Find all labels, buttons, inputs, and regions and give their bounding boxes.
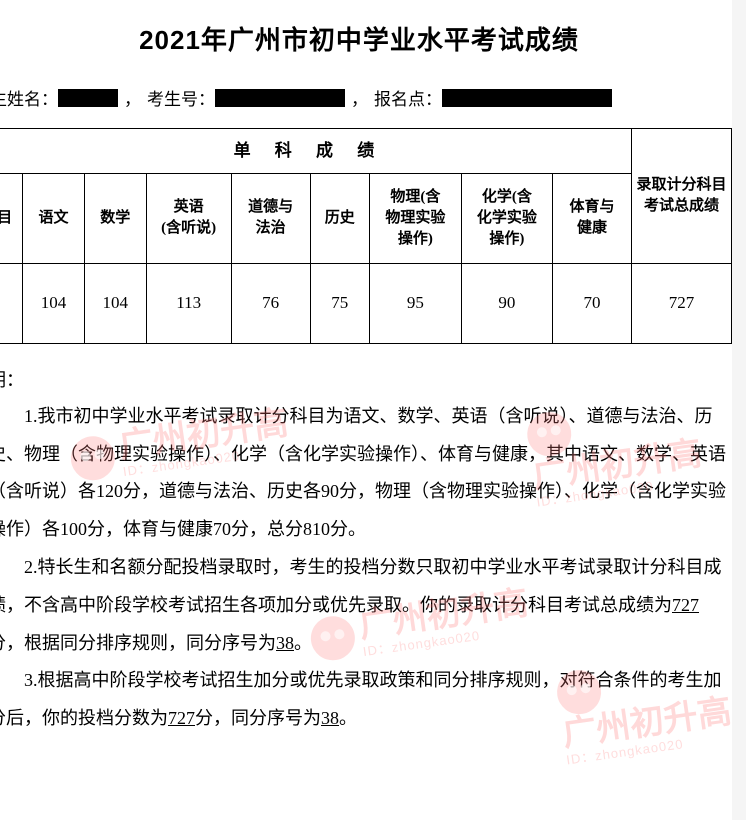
note-3-score: 727 xyxy=(168,708,195,728)
note-2-a: 2.特长生和名额分配投档录取时，考生的投档分数只取初中学业水平考试录取计分科目成… xyxy=(0,557,722,615)
table-row: 单 科 成 绩 录取计分科目考试总成绩 xyxy=(0,129,732,174)
subject-header-1: 语文 xyxy=(23,173,85,263)
score-table: 单 科 成 绩 录取计分科目考试总成绩 目语文数学英语(含听说)道德与法治历史物… xyxy=(0,128,732,344)
subject-score-6: 95 xyxy=(370,263,462,343)
name-label: 生姓名： xyxy=(0,85,58,110)
table-row: 1041041137675959070727 xyxy=(0,263,732,343)
subject-header-4: 道德与法治 xyxy=(231,173,310,263)
subject-score-0 xyxy=(0,263,23,343)
notes-block: 1.我市初中学业水平考试录取计分科目为语文、数学、英语（含听说）、道德与法治、历… xyxy=(0,398,732,738)
subject-score-1: 104 xyxy=(23,263,85,343)
note-3-b: 分，同分序号为 xyxy=(195,708,321,728)
note-3-rank: 38 xyxy=(321,708,339,728)
note-2-rank: 38 xyxy=(276,633,294,653)
subject-header-5: 历史 xyxy=(310,173,370,263)
notes-heading: 明： xyxy=(0,366,732,392)
note-2: 2.特长生和名额分配投档录取时，考生的投档分数只取初中学业水平考试录取计分科目成… xyxy=(0,549,726,662)
note-2-c: 。 xyxy=(294,633,312,653)
examno-label: 考生号： xyxy=(147,85,215,110)
subject-header-8: 体育与健康 xyxy=(553,173,632,263)
table-row: 目语文数学英语(含听说)道德与法治历史物理(含物理实验操作)化学(含化学实验操作… xyxy=(0,173,732,263)
site-redaction xyxy=(442,89,612,107)
note-3-a: 3.根据高中阶段学校考试招生加分或优先录取政策和同分排序规则，对符合条件的考生加… xyxy=(0,670,722,728)
subject-header-7: 化学(含化学实验操作) xyxy=(461,173,553,263)
subject-score-8: 70 xyxy=(553,263,632,343)
subject-score-2: 104 xyxy=(84,263,146,343)
subject-header-3: 英语(含听说) xyxy=(146,173,231,263)
note-3-c: 。 xyxy=(339,708,357,728)
sep1: ， xyxy=(124,85,141,110)
page-title: 2021年广州市初中学业水平考试成绩 xyxy=(0,20,732,57)
subject-score-4: 76 xyxy=(231,263,310,343)
subject-score-5: 75 xyxy=(310,263,370,343)
note-1: 1.我市初中学业水平考试录取计分科目为语文、数学、英语（含听说）、道德与法治、历… xyxy=(0,398,726,549)
total-score: 727 xyxy=(631,263,731,343)
site-label: 报名点： xyxy=(374,85,442,110)
subject-header-2: 数学 xyxy=(84,173,146,263)
student-info-row: 生姓名： ， 考生号： ， 报名点： xyxy=(0,85,732,110)
subject-header-6: 物理(含物理实验操作) xyxy=(370,173,462,263)
subject-header-0: 目 xyxy=(0,173,23,263)
score-report-page: 2021年广州市初中学业水平考试成绩 生姓名： ， 考生号： ， 报名点： 单 … xyxy=(0,0,732,820)
note-2-b: 分，根据同分排序规则，同分序号为 xyxy=(0,633,276,653)
subject-score-7: 90 xyxy=(461,263,553,343)
note-2-score: 727 xyxy=(672,595,699,615)
name-redaction xyxy=(58,89,118,107)
note-3: 3.根据高中阶段学校考试招生加分或优先录取政策和同分排序规则，对符合条件的考生加… xyxy=(0,662,726,738)
subject-score-3: 113 xyxy=(146,263,231,343)
examno-redaction xyxy=(215,89,345,107)
total-header: 录取计分科目考试总成绩 xyxy=(631,129,731,264)
sep2: ， xyxy=(351,85,368,110)
subjects-section-header: 单 科 成 绩 xyxy=(0,129,631,174)
